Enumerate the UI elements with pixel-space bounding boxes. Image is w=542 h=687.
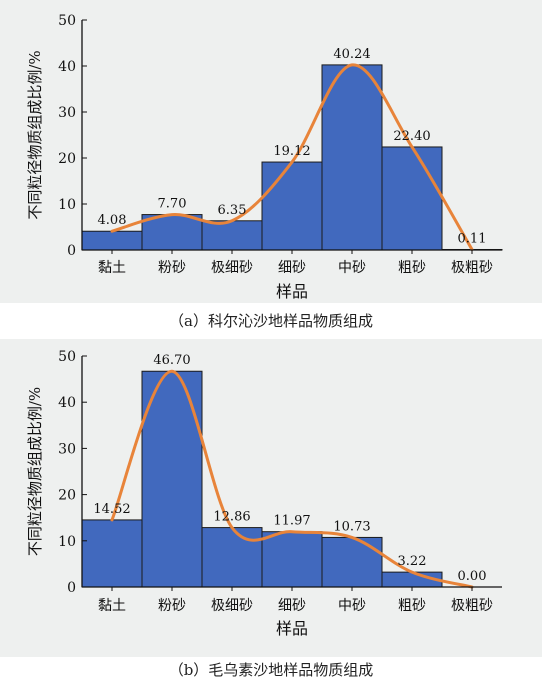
- value-label-2: 6.35: [218, 203, 247, 218]
- category-label-2: 极细砂: [211, 260, 253, 276]
- value-label-5: 3.22: [398, 554, 427, 569]
- category-label-5: 粗砂: [398, 260, 426, 276]
- bar-4: [321, 536, 383, 588]
- chart-b-caption: （b）毛乌素沙地样品物质组成: [168, 661, 374, 679]
- category-label-5: 粗砂: [398, 598, 426, 614]
- value-label-4: 40.24: [333, 47, 370, 62]
- category-label-3: 细砂: [278, 260, 306, 276]
- x-axis-title: 样品: [276, 619, 308, 638]
- y-tick-label-0: 0: [67, 580, 76, 596]
- panel-a-background: [0, 0, 542, 303]
- y-tick-label-2: 20: [58, 151, 76, 167]
- y-tick-label-5: 50: [58, 13, 76, 29]
- value-label-6: 0.00: [458, 569, 487, 584]
- y-tick-label-0: 0: [67, 243, 76, 259]
- y-tick-label-5: 50: [58, 349, 76, 365]
- y-tick-label-4: 40: [58, 395, 76, 411]
- x-axis-title: 样品: [276, 282, 308, 301]
- category-label-1: 粉砂: [158, 598, 186, 614]
- y-tick-label-1: 10: [58, 197, 76, 213]
- value-label-6: 0.11: [458, 231, 487, 246]
- y-axis-title: 不同粒径物质组成比例/%: [26, 50, 44, 219]
- y-tick-label-3: 30: [58, 441, 76, 457]
- y-tick-label-3: 30: [58, 105, 76, 121]
- category-label-1: 粉砂: [158, 260, 186, 276]
- chart-a-caption: （a）科尔沁沙地样品物质组成: [169, 312, 373, 330]
- category-label-2: 极细砂: [211, 598, 253, 614]
- trend-curve: [110, 369, 474, 589]
- value-label-4: 10.73: [333, 519, 370, 534]
- value-label-3: 11.97: [273, 514, 310, 529]
- bar-2: [201, 220, 263, 251]
- value-label-5: 22.40: [393, 129, 430, 144]
- category-label-3: 细砂: [278, 598, 306, 614]
- y-axis-title: 不同粒径物质组成比例/%: [26, 387, 44, 556]
- value-label-0: 4.08: [98, 213, 127, 228]
- bar-3: [261, 161, 323, 251]
- category-label-6: 极粗砂: [451, 598, 493, 614]
- trend-curve: [110, 63, 474, 251]
- bar-0: [81, 230, 143, 251]
- y-tick-label-2: 20: [58, 488, 76, 504]
- y-tick-label-4: 40: [58, 59, 76, 75]
- category-label-0: 黏土: [98, 260, 126, 276]
- bar-3: [261, 531, 323, 588]
- chart-b: 14.52 46.70 12.86 11.97 10.73 3.22 0.00 0 10 20 30…: [26, 349, 502, 638]
- bar-4: [321, 64, 383, 251]
- category-label-4: 中砂: [338, 598, 366, 614]
- category-label-0: 黏土: [98, 598, 126, 614]
- panel-b-background: [0, 339, 542, 657]
- chart-a: 4.08 7.70 6.35 19.12 40.24 22.40 0.11 0 10 20 30 40…: [26, 13, 503, 301]
- bar-2: [201, 527, 263, 588]
- category-label-6: 极粗砂: [451, 260, 493, 276]
- value-label-2: 12.86: [213, 510, 250, 525]
- value-label-1: 46.70: [153, 353, 190, 368]
- value-label-1: 7.70: [158, 197, 187, 212]
- y-tick-label-1: 10: [58, 534, 76, 550]
- category-label-4: 中砂: [338, 260, 366, 276]
- value-label-3: 19.12: [273, 144, 310, 159]
- bar-0: [81, 519, 143, 588]
- bar-5: [381, 146, 443, 251]
- value-label-0: 14.52: [93, 502, 130, 517]
